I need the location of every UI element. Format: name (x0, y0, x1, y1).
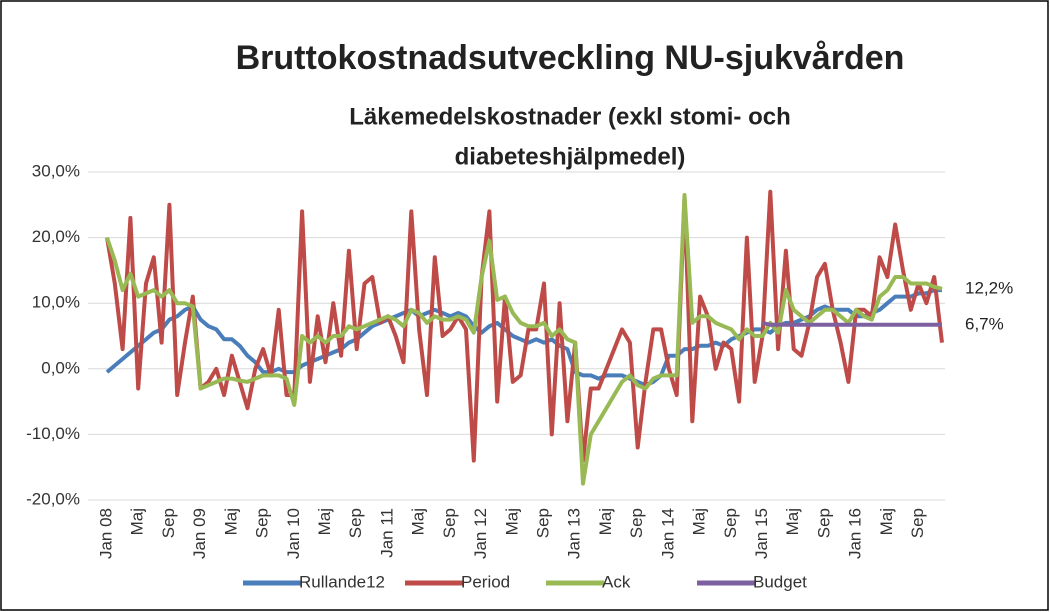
x-tick-label: Jan 12 (471, 508, 490, 559)
x-tick-label: Sep (533, 508, 552, 538)
x-tick-label: Sep (908, 508, 927, 538)
legend-label: Period (461, 572, 510, 591)
chart-subtitle: Läkemedelskostnader (exkl stomi- och (349, 103, 791, 130)
x-tick-label: Jan 10 (284, 508, 303, 559)
x-tick-label: Maj (502, 508, 521, 535)
legend-label: Ack (602, 572, 631, 591)
x-tick-label: Maj (877, 508, 896, 535)
x-tick-label: Jan 14 (658, 508, 677, 559)
y-tick-label: 0,0% (41, 358, 80, 377)
x-tick-label: Jan 13 (565, 508, 584, 559)
x-tick-label: Maj (409, 508, 428, 535)
series-line (762, 320, 942, 327)
legend-label: Budget (753, 572, 807, 591)
x-tick-label: Jan 08 (96, 508, 115, 559)
x-tick-label: Sep (159, 508, 178, 538)
chart-subtitle: diabeteshjälpmedel) (455, 143, 686, 170)
data-label: 12,2% (965, 278, 1013, 297)
y-tick-label: 10,0% (32, 293, 80, 312)
x-tick-label: Jan 11 (377, 508, 396, 558)
chart-title: Bruttokostnadsutveckling NU-sjukvården (236, 39, 905, 77)
x-tick-label: Sep (721, 508, 740, 538)
y-tick-label: -20,0% (26, 489, 80, 508)
x-tick-label: Sep (627, 508, 646, 538)
x-tick-label: Sep (253, 508, 272, 538)
series-line (105, 189, 944, 463)
x-tick-label: Maj (596, 508, 615, 535)
x-tick-label: Maj (128, 508, 147, 535)
x-tick-label: Maj (221, 508, 240, 535)
y-tick-label: 20,0% (32, 227, 80, 246)
x-tick-label: Jan 16 (846, 508, 865, 559)
x-tick-label: Jan 09 (190, 508, 209, 559)
data-label: 6,7% (965, 314, 1004, 333)
x-tick-label: Maj (690, 508, 709, 535)
x-tick-label: Jan 15 (752, 508, 771, 559)
x-tick-label: Maj (315, 508, 334, 535)
x-tick-label: Maj (783, 508, 802, 535)
legend-label: Rullande12 (299, 572, 385, 591)
x-tick-label: Sep (814, 508, 833, 538)
y-tick-label: 30,0% (32, 161, 80, 180)
x-tick-label: Sep (346, 508, 365, 538)
series-line (105, 193, 943, 486)
y-tick-label: -10,0% (26, 424, 80, 443)
x-tick-label: Sep (440, 508, 459, 538)
